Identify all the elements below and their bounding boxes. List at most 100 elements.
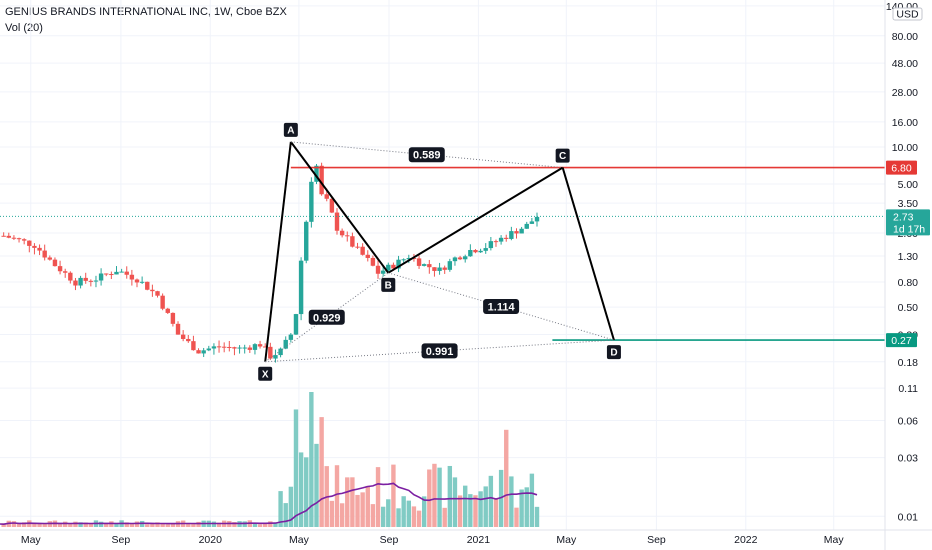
candles bbox=[1, 162, 540, 363]
candle-body bbox=[221, 346, 227, 348]
volume-bar bbox=[365, 485, 370, 527]
volume-bar bbox=[268, 521, 273, 527]
currency-box bbox=[892, 7, 923, 21]
volume-bar bbox=[1, 523, 6, 527]
ratio-box bbox=[308, 309, 345, 325]
candle-body bbox=[263, 346, 268, 348]
volume-bar bbox=[98, 521, 104, 527]
volume-bar bbox=[463, 485, 468, 527]
volume-bar bbox=[406, 500, 411, 527]
volume-bar bbox=[134, 521, 140, 527]
volume-bar bbox=[160, 523, 165, 527]
candle-body bbox=[16, 238, 22, 240]
candle-body bbox=[283, 339, 288, 349]
volume-bar bbox=[114, 522, 119, 527]
candle-body bbox=[242, 347, 247, 349]
volume-bar bbox=[442, 507, 447, 527]
candle-body bbox=[473, 250, 478, 253]
volume-bar bbox=[252, 523, 258, 527]
y-tick-label: 10.00 bbox=[892, 142, 918, 154]
candle-body bbox=[298, 260, 304, 315]
candle-body bbox=[211, 346, 217, 349]
ratio-label: 1.114 bbox=[488, 301, 516, 313]
point-box bbox=[258, 366, 273, 381]
candle-body bbox=[47, 257, 53, 260]
volume-bar bbox=[263, 522, 268, 527]
volume-bar bbox=[478, 491, 483, 527]
volume-bar bbox=[37, 523, 42, 527]
candle-body bbox=[37, 247, 42, 251]
x-tick-label: 2020 bbox=[199, 534, 223, 546]
volume-bar bbox=[124, 522, 129, 527]
candle-body bbox=[498, 237, 504, 242]
target-price-badge: 0.27 bbox=[891, 335, 912, 347]
volume-bar bbox=[283, 503, 288, 527]
volume-bar bbox=[437, 467, 442, 527]
symbol-title: GENIUS BRANDS INTERNATIONAL INC, 1W, Cbo… bbox=[5, 6, 287, 18]
candle-body bbox=[339, 230, 345, 236]
y-tick-label: 0.18 bbox=[898, 357, 919, 369]
volume-bar bbox=[288, 486, 294, 527]
candle-body bbox=[504, 237, 509, 239]
candle-body bbox=[509, 231, 514, 239]
currency-label: USD bbox=[896, 9, 919, 21]
volume-bar bbox=[432, 463, 437, 527]
volume-bar bbox=[391, 464, 396, 527]
candle-body bbox=[273, 355, 278, 359]
volume-bar bbox=[293, 409, 299, 527]
volume-bar bbox=[155, 522, 160, 527]
volume-bar bbox=[150, 523, 155, 527]
pattern-leg-XA bbox=[264, 141, 292, 362]
candle-body bbox=[463, 256, 468, 260]
candle-body bbox=[6, 235, 11, 238]
candle-body bbox=[83, 277, 88, 281]
volume-bar bbox=[345, 477, 350, 527]
volume-bar bbox=[509, 476, 514, 527]
x-tick-label: May bbox=[556, 534, 577, 546]
x-tick-label: 2022 bbox=[734, 534, 758, 546]
candle-body bbox=[180, 334, 186, 339]
volume-bar bbox=[21, 522, 27, 527]
volume-bar bbox=[370, 504, 376, 527]
y-tick-label: 5.00 bbox=[898, 179, 919, 191]
candle-body bbox=[452, 257, 458, 262]
candle-body bbox=[514, 231, 519, 234]
volume-bar bbox=[493, 498, 499, 527]
candle-body bbox=[519, 228, 524, 234]
volume-indicator-label[interactable]: Vol (20) bbox=[5, 22, 43, 34]
point-label-X: X bbox=[262, 369, 269, 380]
volume-bar bbox=[57, 523, 63, 527]
volume-bar bbox=[329, 500, 335, 527]
point-label-A: A bbox=[287, 125, 294, 136]
volume-bar bbox=[104, 522, 109, 527]
pattern-ratio-line-AC bbox=[290, 141, 563, 169]
candle-body bbox=[237, 347, 242, 349]
volume-bar bbox=[78, 522, 83, 527]
volume-bar bbox=[457, 495, 463, 527]
volume-bar bbox=[514, 507, 519, 527]
volume-bar bbox=[170, 523, 176, 527]
volume-bar bbox=[83, 522, 88, 527]
volume-bar bbox=[339, 503, 345, 527]
candle-body bbox=[165, 308, 170, 313]
candle-body bbox=[104, 273, 109, 275]
volume-bar bbox=[278, 491, 283, 527]
ratio-label: 0.589 bbox=[413, 150, 441, 162]
pattern-leg-CD bbox=[561, 167, 615, 341]
candle-body bbox=[391, 264, 396, 269]
candle-body bbox=[170, 312, 176, 324]
candle-body bbox=[88, 280, 94, 282]
candle-body bbox=[216, 346, 222, 348]
candle-body bbox=[201, 350, 206, 354]
candle-body bbox=[27, 240, 32, 246]
volume-bar bbox=[186, 522, 191, 527]
harmonic-pattern[interactable]: 0.589 0.929 1.114 0.991 X A B C D bbox=[258, 122, 621, 381]
volume-bar bbox=[473, 495, 478, 527]
x-tick-label: 2021 bbox=[467, 534, 491, 546]
volume-bar bbox=[216, 522, 222, 527]
volume-bar bbox=[63, 521, 68, 527]
volume-bar bbox=[304, 457, 309, 527]
candle-body bbox=[109, 274, 114, 276]
